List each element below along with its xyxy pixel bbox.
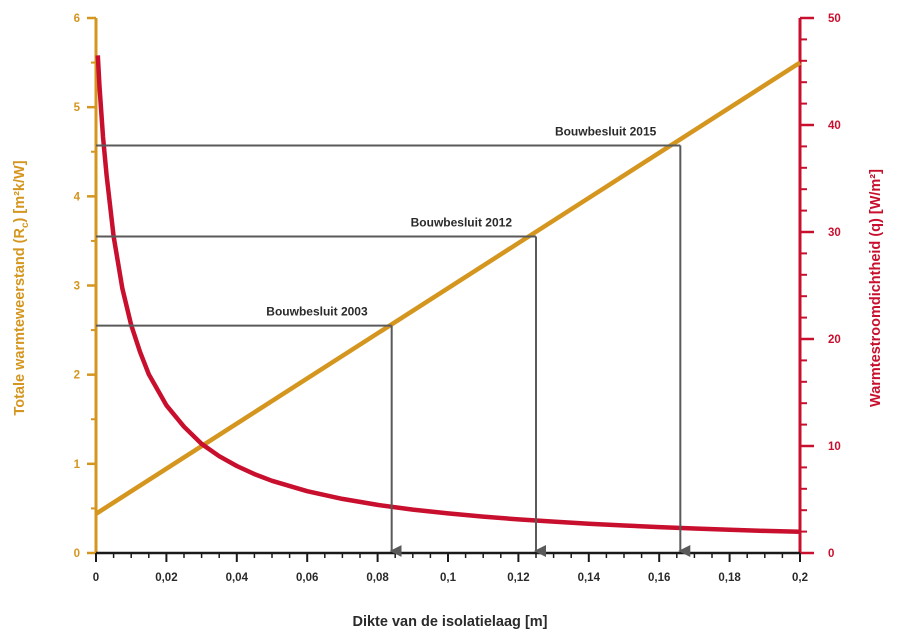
left-axis-title-end: ) [m²k/W] bbox=[12, 160, 28, 222]
x-axis-title: Dikte van de isolatielaag [m] bbox=[352, 614, 547, 630]
x-tick-label: 0,1 bbox=[440, 572, 457, 584]
x-tick-label: 0,14 bbox=[578, 572, 601, 584]
right-axis-title: Warmtestroomdichtheid (q) [W/m²] bbox=[868, 169, 884, 407]
right-tick-label: 30 bbox=[828, 227, 841, 239]
annotations-group: Bouwbesluit 2003 Bouwbesluit 2012 Bouwbesl… bbox=[96, 125, 691, 557]
x-tick-label: 0,12 bbox=[507, 572, 529, 584]
left-tick-label: 5 bbox=[74, 102, 81, 114]
x-tick-label: 0,04 bbox=[226, 572, 249, 584]
x-tick-label: 0,02 bbox=[155, 572, 177, 584]
left-axis-title-sub: c bbox=[20, 222, 31, 228]
axes-group: 0 1 2 3 4 5 6 0 10 20 30 40 50 0 0,02 0,04 0,06 0,08 0,1 0,… bbox=[74, 13, 841, 584]
x-tick-label: 0,18 bbox=[718, 572, 741, 584]
right-tick-label: 0 bbox=[828, 548, 834, 560]
annotation-label: Bouwbesluit 2015 bbox=[555, 125, 657, 139]
left-tick-label: 6 bbox=[74, 13, 80, 25]
annotation-label: Bouwbesluit 2003 bbox=[266, 305, 368, 319]
x-tick-label: 0,06 bbox=[296, 572, 318, 584]
right-tick-label: 40 bbox=[828, 120, 841, 132]
series-group bbox=[94, 55, 802, 535]
x-tick-label: 0,08 bbox=[366, 572, 389, 584]
left-tick-label: 0 bbox=[74, 548, 80, 560]
resistance-line bbox=[94, 60, 802, 516]
x-tick-label: 0,2 bbox=[792, 572, 808, 584]
left-tick-label: 1 bbox=[74, 459, 81, 471]
x-tick-label: 0 bbox=[93, 572, 99, 584]
heat-flux-curve bbox=[95, 55, 801, 535]
left-axis-title: Totale warmteweerstand (Rc) [m²k/W] bbox=[12, 160, 31, 415]
right-tick-label: 10 bbox=[828, 441, 841, 453]
right-tick-label: 50 bbox=[828, 13, 841, 25]
x-tick-label: 0,16 bbox=[648, 572, 670, 584]
annotation-label: Bouwbesluit 2012 bbox=[411, 215, 513, 229]
left-tick-label: 2 bbox=[74, 370, 80, 382]
left-tick-label: 4 bbox=[74, 191, 81, 203]
left-tick-label: 3 bbox=[74, 281, 80, 293]
right-tick-label: 20 bbox=[828, 334, 841, 346]
axis-titles-group: Dikte van de isolatielaag [m] Totale war… bbox=[12, 160, 884, 630]
left-axis-title-main: Totale warmteweerstand (R bbox=[12, 228, 28, 416]
